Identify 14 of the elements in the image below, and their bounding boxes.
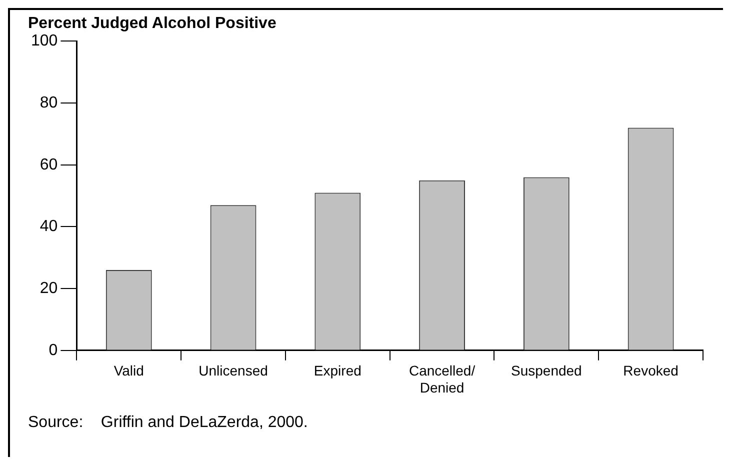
x-tick-label: Unlicensed bbox=[198, 362, 268, 379]
chart-title: Percent Judged Alcohol Positive bbox=[28, 15, 276, 32]
x-tick-label: Suspended bbox=[511, 362, 582, 379]
x-tick-label: Expired bbox=[314, 362, 362, 379]
y-tick-label: 100 bbox=[30, 32, 58, 50]
x-tick-label: Valid bbox=[114, 362, 144, 379]
y-tick-label: 80 bbox=[40, 94, 58, 112]
y-tick-label: 40 bbox=[40, 218, 58, 236]
x-tick-label: Revoked bbox=[623, 362, 678, 379]
y-tick-label: 20 bbox=[40, 280, 58, 297]
source-note: Source: Griffin and DeLaZerda, 2000. bbox=[28, 414, 309, 432]
y-tick-label: 0 bbox=[48, 342, 58, 359]
x-tick-label: Cancelled/ Denied bbox=[408, 362, 476, 396]
y-tick-label: 60 bbox=[40, 156, 58, 174]
